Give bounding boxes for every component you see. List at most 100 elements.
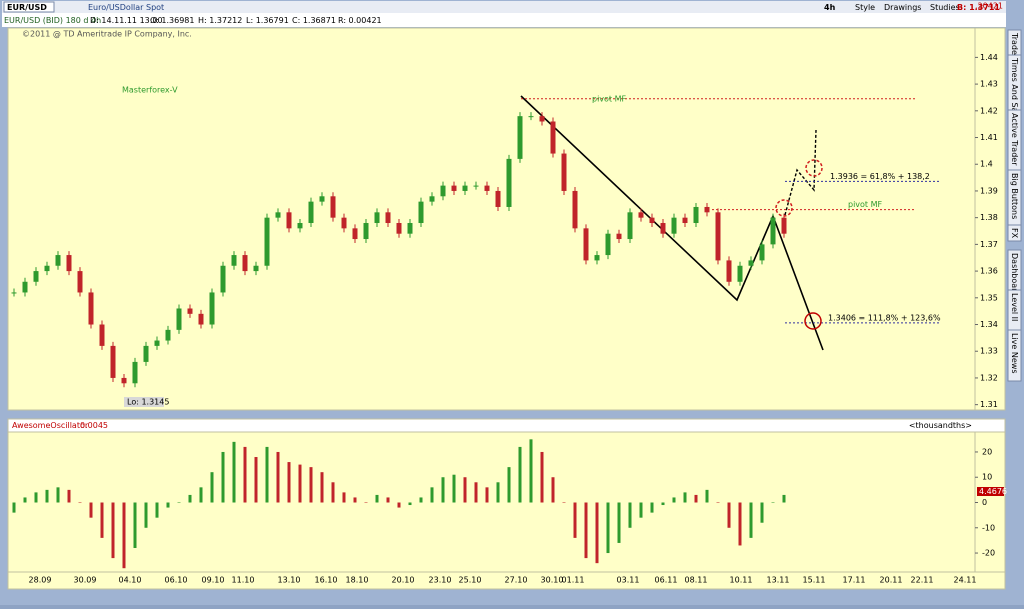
- candle-body: [132, 361, 138, 384]
- candle-body: [715, 212, 721, 261]
- current-box: [977, 487, 1004, 496]
- side-tab[interactable]: [1007, 329, 1022, 382]
- candle-body: [473, 185, 479, 187]
- toolbar: [2, 1, 1006, 13]
- candle-body: [341, 217, 347, 229]
- ao-bar: [111, 502, 115, 559]
- side-tab-label: Dashboard: [1010, 253, 1019, 296]
- candle-body: [561, 153, 567, 191]
- ao-bar: [749, 502, 753, 538]
- x-tick-label: 09.10: [202, 576, 225, 585]
- side-tab-label: Level II: [1010, 293, 1019, 321]
- x-tick-label: 27.10: [505, 576, 528, 585]
- ao-bar: [386, 497, 390, 503]
- change: .20421: [975, 2, 1003, 11]
- ao-bar: [760, 502, 764, 523]
- ao-bar: [89, 502, 93, 518]
- info-field: C: 1.36871: [292, 16, 336, 25]
- ao-bar: [540, 451, 544, 503]
- ao-bar: [408, 502, 412, 506]
- candle-body: [363, 223, 369, 240]
- candle-body: [264, 217, 270, 266]
- level-label: 1.3406 = 111,8% + 123,6%: [828, 313, 941, 322]
- candle-body: [616, 233, 622, 240]
- side-tab[interactable]: [1007, 224, 1022, 242]
- tool-button[interactable]: Drawings: [884, 3, 921, 12]
- symbol-box[interactable]: [3, 1, 55, 13]
- x-tick-label: 04.10: [119, 576, 142, 585]
- candle-body: [748, 260, 754, 266]
- candle-body: [396, 223, 402, 234]
- ao-bar: [232, 441, 236, 503]
- candle-body: [726, 260, 732, 282]
- x-tick-label: 03.11: [617, 576, 640, 585]
- candle-body: [506, 158, 512, 207]
- candle-body: [660, 223, 666, 234]
- indicator-value: 0.0045: [80, 421, 108, 430]
- candle-body: [572, 190, 578, 229]
- candle-body: [198, 313, 204, 325]
- candle-body: [704, 206, 710, 213]
- x-tick-label: 25.10: [459, 576, 482, 585]
- description: Euro/USDollar Spot: [88, 3, 164, 12]
- period[interactable]: 4h: [824, 3, 836, 12]
- ao-bar: [474, 482, 478, 503]
- candle-body: [484, 185, 490, 191]
- ao-bar: [320, 472, 324, 503]
- side-tab-label: Times And Sales: [1010, 57, 1019, 124]
- candle-body: [451, 185, 457, 191]
- ao-bar: [463, 477, 467, 503]
- ao-bar: [430, 487, 434, 503]
- ao-bar: [529, 439, 533, 503]
- symbol: EUR/USD: [7, 3, 47, 12]
- ao-bar: [507, 467, 511, 503]
- ao-bar: [375, 494, 379, 503]
- ao-bar: [353, 497, 357, 503]
- ao-bar: [287, 462, 291, 503]
- side-tab-label: Big Buttons: [1010, 173, 1019, 219]
- ao-bar: [705, 489, 709, 503]
- y-tick-label: 1.36: [980, 267, 998, 276]
- x-tick-label: 20.10: [392, 576, 415, 585]
- candle-body: [770, 217, 776, 245]
- candle-body: [253, 265, 259, 272]
- ao-bar: [628, 502, 632, 528]
- ao-bar: [496, 482, 500, 503]
- candle-body: [374, 212, 380, 224]
- ao-bar: [584, 502, 588, 559]
- candle-body: [99, 324, 105, 346]
- x-tick-label: 30.10: [541, 576, 564, 585]
- x-tick-label: 17.11: [843, 576, 866, 585]
- candle-body: [88, 292, 94, 325]
- candle-body: [649, 217, 655, 224]
- tool-button[interactable]: Style: [855, 3, 875, 12]
- ao-bar: [78, 502, 82, 504]
- candle-body: [682, 217, 688, 224]
- ao-bar: [716, 502, 720, 504]
- ao-bar: [331, 482, 335, 503]
- candle-body: [22, 281, 28, 293]
- oscillator-pane: [7, 431, 976, 573]
- ao-bar: [144, 502, 148, 528]
- candle-body: [627, 212, 633, 240]
- ao-bar: [397, 502, 401, 508]
- info-field: R: 0.00421: [338, 16, 382, 25]
- ao-bar: [617, 502, 621, 543]
- candle-body: [286, 212, 292, 229]
- ao-bar: [122, 502, 126, 569]
- y-tick-label: 1.43: [980, 80, 998, 89]
- tool-button[interactable]: Studies: [930, 3, 960, 12]
- ao-bar: [573, 502, 577, 538]
- ao-bar: [177, 502, 181, 504]
- x-tick-label: 23.10: [429, 576, 452, 585]
- wave-drawing: [520, 95, 824, 351]
- candle-body: [143, 345, 149, 362]
- ao-bar: [672, 497, 676, 503]
- ao-bar: [188, 494, 192, 503]
- ao-bar: [595, 502, 599, 564]
- candle-body: [462, 185, 468, 191]
- target-circle: [775, 199, 793, 217]
- candle-body: [275, 212, 281, 218]
- candle-body: [231, 255, 237, 266]
- y-tick-label: 1.37: [980, 240, 998, 249]
